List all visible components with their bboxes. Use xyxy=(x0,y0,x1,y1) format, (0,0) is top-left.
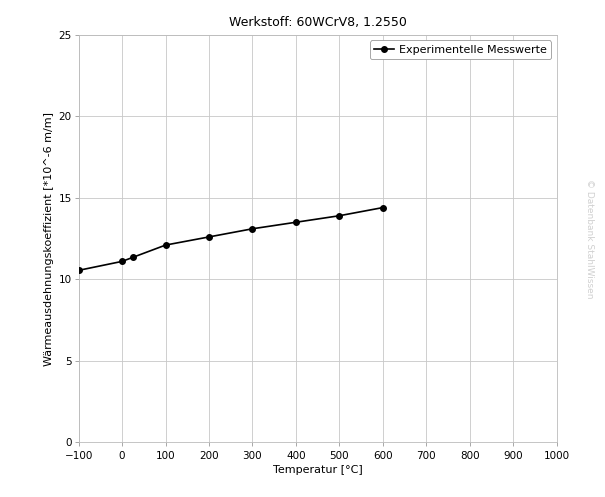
Experimentelle Messwerte xyxy=(379,205,387,211)
Experimentelle Messwerte xyxy=(249,226,256,232)
Line: Experimentelle Messwerte: Experimentelle Messwerte xyxy=(76,205,385,273)
Legend: Experimentelle Messwerte: Experimentelle Messwerte xyxy=(370,40,551,59)
Experimentelle Messwerte xyxy=(129,254,137,260)
Experimentelle Messwerte xyxy=(292,219,299,225)
Experimentelle Messwerte xyxy=(75,267,82,273)
Title: Werkstoff: 60WCrV8, 1.2550: Werkstoff: 60WCrV8, 1.2550 xyxy=(229,16,407,29)
Experimentelle Messwerte xyxy=(119,258,126,264)
Text: © Datenbank StahlWissen: © Datenbank StahlWissen xyxy=(586,179,594,298)
Experimentelle Messwerte xyxy=(336,213,343,219)
Experimentelle Messwerte xyxy=(162,242,169,248)
Y-axis label: Wärmeausdehnungskoeffizient [*10^-6 m/m]: Wärmeausdehnungskoeffizient [*10^-6 m/m] xyxy=(44,111,54,366)
Experimentelle Messwerte xyxy=(205,234,212,240)
X-axis label: Temperatur [°C]: Temperatur [°C] xyxy=(273,465,362,475)
